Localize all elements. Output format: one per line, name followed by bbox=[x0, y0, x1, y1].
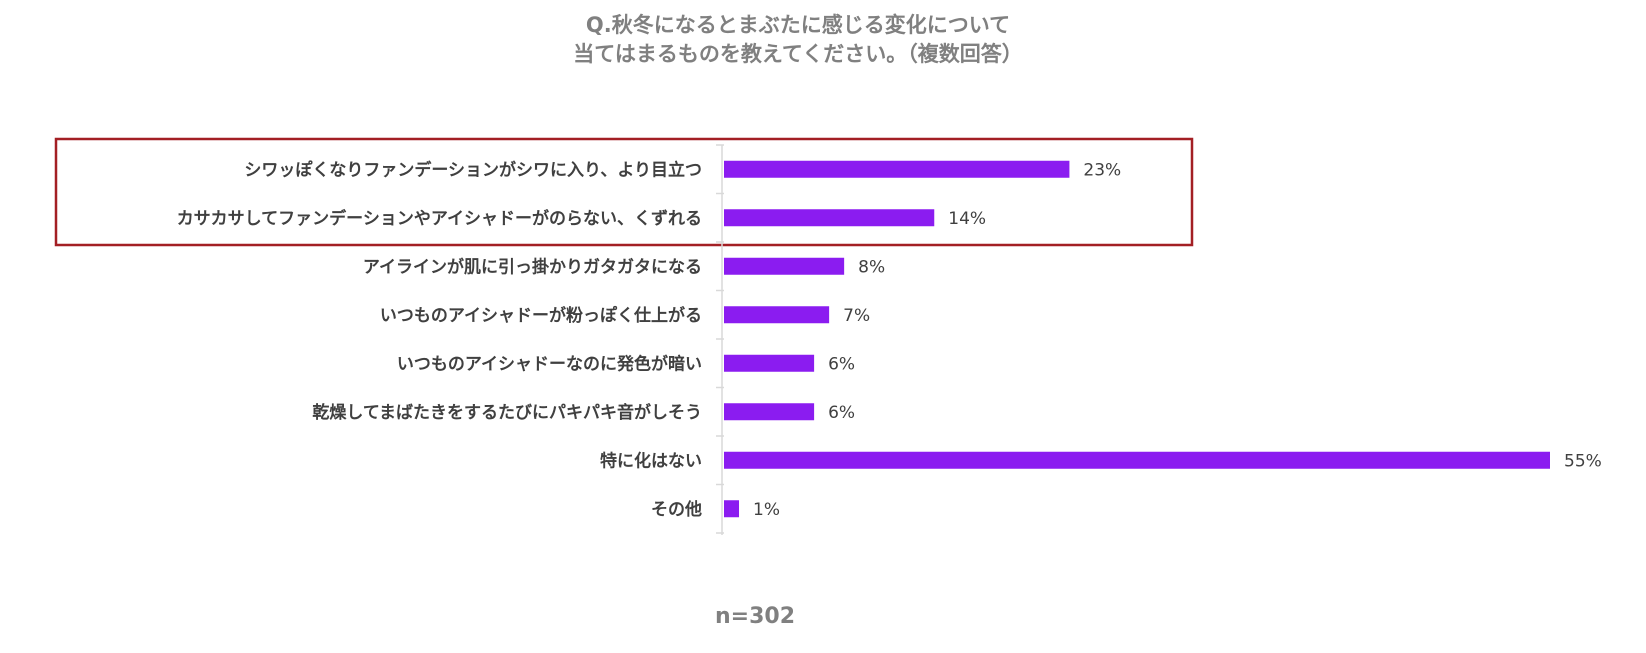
category-label-8: その他 bbox=[651, 499, 702, 520]
bar-3 bbox=[724, 257, 845, 275]
value-label-5: 6% bbox=[828, 354, 855, 374]
chart-title-line-2: 当てはまるものを教えてください。（複数回答） bbox=[573, 42, 1022, 66]
chart-title-line-1: Q.秋冬になるとまぶたに感じる変化について bbox=[586, 13, 1010, 37]
bar-4 bbox=[724, 306, 830, 324]
bar-5 bbox=[724, 354, 815, 372]
value-label-7: 55% bbox=[1564, 451, 1602, 471]
value-label-1: 23% bbox=[1083, 160, 1121, 180]
category-label-2: カサカサしてファンデーションやアイシャドーがのらない、くずれる bbox=[177, 208, 702, 229]
category-label-7: 特に化はない bbox=[600, 450, 702, 471]
sample-size: n=302 bbox=[715, 604, 795, 629]
value-labels: 23% 14% 8% 7% 6% 6% 55% 1% bbox=[753, 160, 1602, 520]
category-label-1: シワッぽくなりファンデーションがシワに入り、より目立つ bbox=[244, 159, 702, 180]
value-label-4: 7% bbox=[843, 306, 870, 326]
value-label-8: 1% bbox=[753, 500, 780, 520]
value-label-3: 8% bbox=[858, 257, 885, 277]
axis-ticks bbox=[716, 144, 724, 534]
category-label-5: いつものアイシャドーなのに発色が暗い bbox=[397, 353, 702, 374]
category-label-3: アイラインが肌に引っ掛かりガタガタになる bbox=[363, 256, 702, 277]
bar-8 bbox=[724, 500, 740, 518]
highlight-box bbox=[54, 137, 1194, 247]
category-label-4: いつものアイシャドーが粉っぽく仕上がる bbox=[380, 305, 702, 326]
value-label-2: 14% bbox=[948, 209, 986, 229]
bar-1 bbox=[724, 160, 1070, 178]
category-labels: シワッぽくなりファンデーションがシワに入り、より目立つカサカサしてファンデーショ… bbox=[177, 159, 702, 520]
value-label-6: 6% bbox=[828, 403, 855, 423]
bar-6 bbox=[724, 403, 815, 421]
bar-7 bbox=[724, 451, 1550, 469]
category-label-6: 乾燥してまばたきをするたびにパキパキ音がしそう bbox=[312, 402, 702, 423]
bar-2 bbox=[724, 209, 935, 227]
bar-series bbox=[724, 160, 1550, 518]
